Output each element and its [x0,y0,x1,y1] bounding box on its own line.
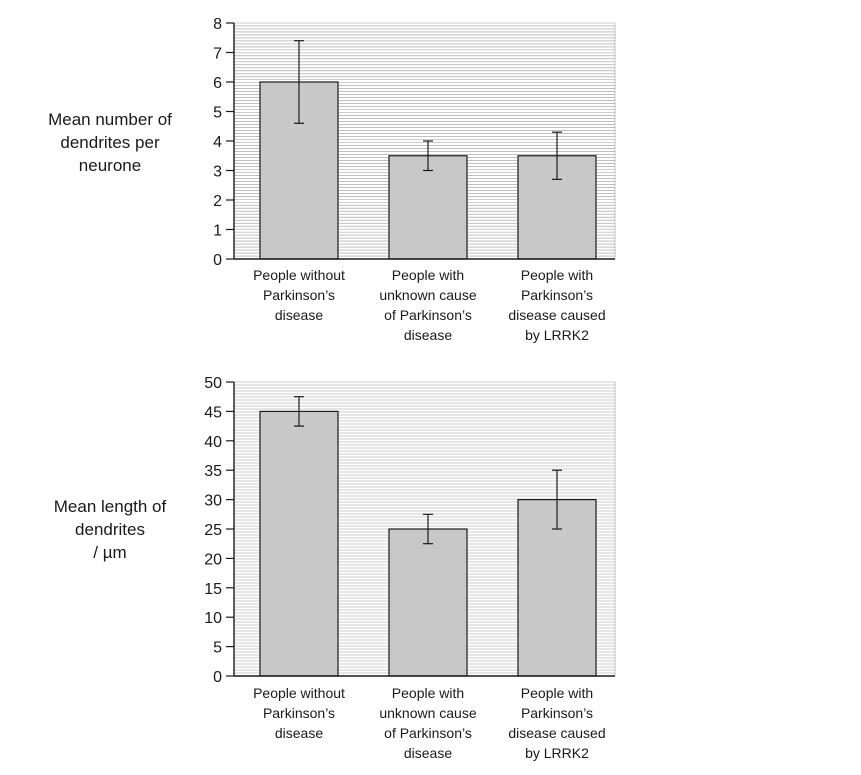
x-tick-label: of Parkinson’s [384,725,472,741]
y-tick-label: 3 [213,164,222,181]
y-tick-label: 5 [213,105,222,122]
x-tick-label: disease caused [508,725,605,741]
y-tick-label: 8 [213,16,222,33]
y-tick-label: 10 [204,610,222,627]
y-axis-label-line: / µm [93,543,127,562]
y-tick-label: 30 [204,493,222,510]
bar [259,410,339,677]
y-axis-label: Mean number of dendrites per neurone [30,108,190,177]
x-tick-label: disease [404,745,452,761]
y-tick-label: 6 [213,75,222,92]
bar [388,155,468,260]
y-tick-label: 40 [204,434,222,451]
x-tick-label: disease [275,307,323,323]
y-tick-label: 2 [213,193,222,210]
x-tick-label: People with [392,267,464,283]
y-tick-label: 20 [204,551,222,568]
y-axis-label-line: dendrites [75,520,145,539]
x-tick-label: Parkinson’s [521,705,593,721]
x-tick-label: People with [521,267,593,283]
y-tick-label: 5 [213,640,222,657]
chart-svg: 0 5 10 15 20 25 30 35 40 45 50 People without Parkin… [204,375,616,761]
x-tick-label: Parkinson’s [263,287,335,303]
chart-dendrite-length: Mean length of dendrites / µm 0 5 10 15 20 25… [0,365,861,775]
x-tick-label: disease [404,327,452,343]
y-tick-label: 0 [213,252,222,269]
y-tick-label: 50 [204,375,222,392]
y-axis-label-line: dendrites per [60,133,160,152]
x-tick-label: by LRRK2 [525,745,589,761]
x-tick-label: by LRRK2 [525,327,589,343]
x-tick-label: People with [392,685,464,701]
x-tick-label: disease [275,725,323,741]
chart-dendrite-count: Mean number of dendrites per neurone 0 1 2… [0,0,861,360]
x-tick-label: Parkinson’s [263,705,335,721]
x-tick-label: People with [521,685,593,701]
chart-svg: 0 1 2 3 4 5 6 7 8 People without Parkinson’s diseas… [213,16,616,343]
y-axis-label-line: Mean number of [48,110,172,129]
y-tick-label: 1 [213,223,222,240]
y-axis-label-line: neurone [78,156,142,175]
y-tick-label: 25 [204,522,222,539]
x-tick-label: People without [253,685,345,701]
y-tick-label: 15 [204,581,222,598]
y-tick-label: 35 [204,463,222,480]
bar [388,528,468,677]
x-tick-label: unknown cause [379,287,477,303]
y-axis-label-line: Mean length of [53,497,167,516]
x-tick-label: unknown cause [379,705,477,721]
y-tick-label: 4 [213,134,222,151]
y-tick-label: 45 [204,404,222,421]
x-tick-label: of Parkinson’s [384,307,472,323]
x-tick-label: disease caused [508,307,605,323]
y-axis-label: Mean length of dendrites / µm [30,495,190,564]
x-tick-label: People without [253,267,345,283]
y-tick-label: 7 [213,46,222,63]
y-tick-label: 0 [213,669,222,686]
x-tick-label: Parkinson’s [521,287,593,303]
